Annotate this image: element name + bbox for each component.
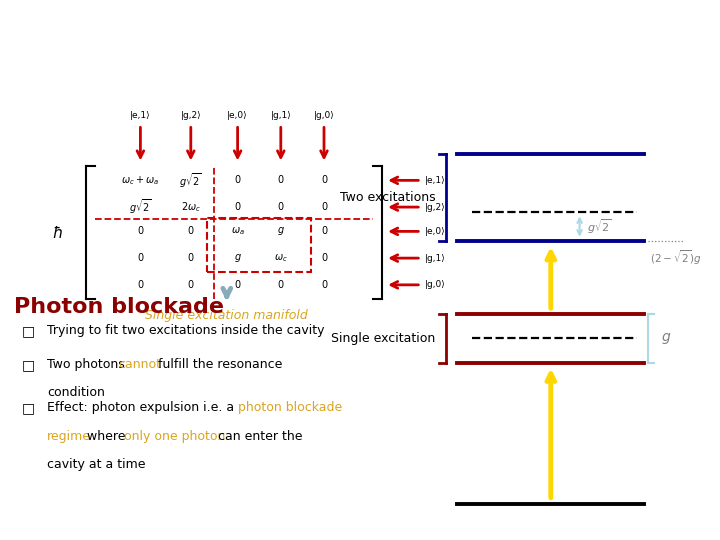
Text: 0: 0 <box>321 253 327 263</box>
Text: where: where <box>83 430 129 443</box>
Text: 0: 0 <box>188 253 194 263</box>
Text: $(2-\sqrt{2})g$: $(2-\sqrt{2})g$ <box>650 248 701 267</box>
Text: |e,1⟩: |e,1⟩ <box>130 111 150 120</box>
Text: $g$: $g$ <box>661 331 671 346</box>
Text: Trying to fit two excitations inside the cavity: Trying to fit two excitations inside the… <box>47 323 324 337</box>
Text: regime: regime <box>47 430 91 443</box>
Text: $\omega_c$: $\omega_c$ <box>274 252 288 264</box>
Text: can enter the: can enter the <box>214 430 302 443</box>
Text: |g,1⟩: |g,1⟩ <box>425 254 446 262</box>
Text: $g\sqrt{2}$: $g\sqrt{2}$ <box>587 217 612 236</box>
Text: |g,2⟩: |g,2⟩ <box>425 202 446 212</box>
Text: |e,0⟩: |e,0⟩ <box>425 227 446 236</box>
Text: only one photon: only one photon <box>125 430 226 443</box>
Text: $g\sqrt{2}$: $g\sqrt{2}$ <box>129 198 152 217</box>
Text: 0: 0 <box>235 176 240 185</box>
Bar <box>207 218 311 272</box>
Text: Photon blockade: Photon blockade <box>14 16 276 44</box>
Text: cavity at a time: cavity at a time <box>47 458 145 471</box>
Text: $g$: $g$ <box>277 225 284 238</box>
Text: Effect: photon expulsion i.e. a: Effect: photon expulsion i.e. a <box>47 402 238 415</box>
Text: 0: 0 <box>235 280 240 290</box>
Text: $g$: $g$ <box>234 252 241 264</box>
Text: 0: 0 <box>278 280 284 290</box>
Text: |e,1⟩: |e,1⟩ <box>425 176 446 185</box>
Text: $g\sqrt{2}$: $g\sqrt{2}$ <box>179 171 202 190</box>
Text: 0: 0 <box>138 253 143 263</box>
Text: cannot: cannot <box>119 357 161 371</box>
Text: fulfill the resonance: fulfill the resonance <box>154 357 283 371</box>
Text: 0: 0 <box>321 226 327 237</box>
Text: Single excitation manifold: Single excitation manifold <box>145 309 308 322</box>
Text: |g,1⟩: |g,1⟩ <box>271 111 291 120</box>
Text: $\omega_a$: $\omega_a$ <box>230 226 245 237</box>
Text: □: □ <box>22 357 35 372</box>
Text: |e,0⟩: |e,0⟩ <box>228 111 248 120</box>
Text: Photon blockade: Photon blockade <box>14 297 225 317</box>
Text: 0: 0 <box>138 226 143 237</box>
Text: □: □ <box>22 323 35 338</box>
Text: 0: 0 <box>278 176 284 185</box>
Text: □: □ <box>22 402 35 415</box>
Text: |g,0⟩: |g,0⟩ <box>314 111 334 120</box>
Text: |g,0⟩: |g,0⟩ <box>425 280 446 289</box>
Text: 0: 0 <box>188 226 194 237</box>
Text: Single excitation: Single excitation <box>331 332 436 345</box>
Text: $\omega_c+\omega_a$: $\omega_c+\omega_a$ <box>122 174 159 187</box>
Text: 0: 0 <box>278 202 284 212</box>
Text: 0: 0 <box>138 280 143 290</box>
Text: 0: 0 <box>321 202 327 212</box>
Text: 0: 0 <box>188 280 194 290</box>
Text: 0: 0 <box>235 202 240 212</box>
Text: |g,2⟩: |g,2⟩ <box>181 111 201 120</box>
Text: 0: 0 <box>321 176 327 185</box>
Text: Two excitations: Two excitations <box>340 191 436 204</box>
Text: Two photons: Two photons <box>47 357 129 371</box>
Text: condition: condition <box>47 386 104 399</box>
Text: $\hbar$: $\hbar$ <box>53 225 63 241</box>
Text: 0: 0 <box>321 280 327 290</box>
Text: photon blockade: photon blockade <box>238 402 342 415</box>
Text: $2\omega_c$: $2\omega_c$ <box>181 200 201 214</box>
